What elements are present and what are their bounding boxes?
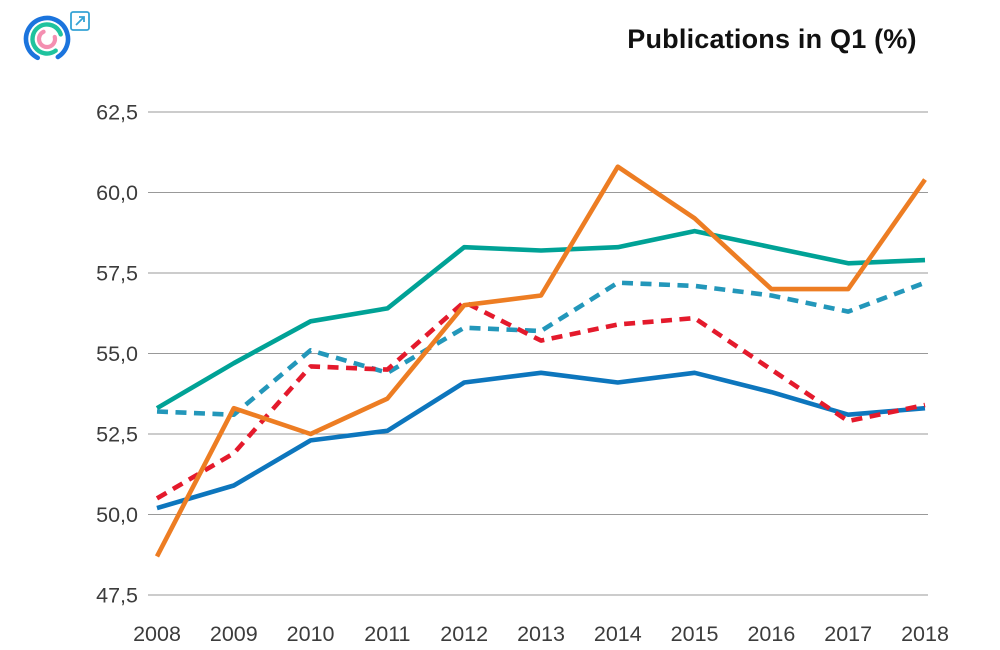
y-tick-label: 47,5 [96,584,138,608]
x-tick-label: 2009 [210,622,258,646]
x-tick-label: 2018 [901,622,949,646]
gridlines [148,111,928,596]
series-teal-dashed [156,280,926,418]
y-axis-labels: 62,5 60,0 57,5 55,0 52,5 50,0 47,5 [96,101,138,608]
concentric-arcs-icon [23,15,71,63]
x-tick-label: 2016 [747,622,795,646]
y-tick-label: 62,5 [96,101,138,125]
series-blue-solid [156,370,926,511]
app-logo[interactable] [22,12,74,66]
x-tick-label: 2014 [594,622,642,646]
data-series [154,164,927,558]
x-tick-label: 2013 [517,622,565,646]
y-tick-label: 57,5 [96,262,138,286]
y-tick-label: 52,5 [96,423,138,447]
y-tick-label: 60,0 [96,181,138,205]
x-tick-label: 2015 [671,622,719,646]
chart-title: Publications in Q1 (%) [627,24,917,54]
x-tick-label: 2012 [440,622,488,646]
series-orange-solid [154,164,927,558]
x-axis-labels: 2008 2009 2010 2011 2012 2013 2014 2015 2016 2017… [133,622,949,646]
y-tick-label: 55,0 [96,342,138,366]
series-teal-solid [155,228,926,411]
external-link-icon[interactable] [70,11,90,31]
x-tick-label: 2017 [824,622,872,646]
x-tick-label: 2011 [364,622,410,646]
series-red-dashed [155,299,926,501]
y-tick-label: 50,0 [96,503,138,527]
x-tick-label: 2010 [287,622,335,646]
x-tick-label: 2008 [133,622,181,646]
